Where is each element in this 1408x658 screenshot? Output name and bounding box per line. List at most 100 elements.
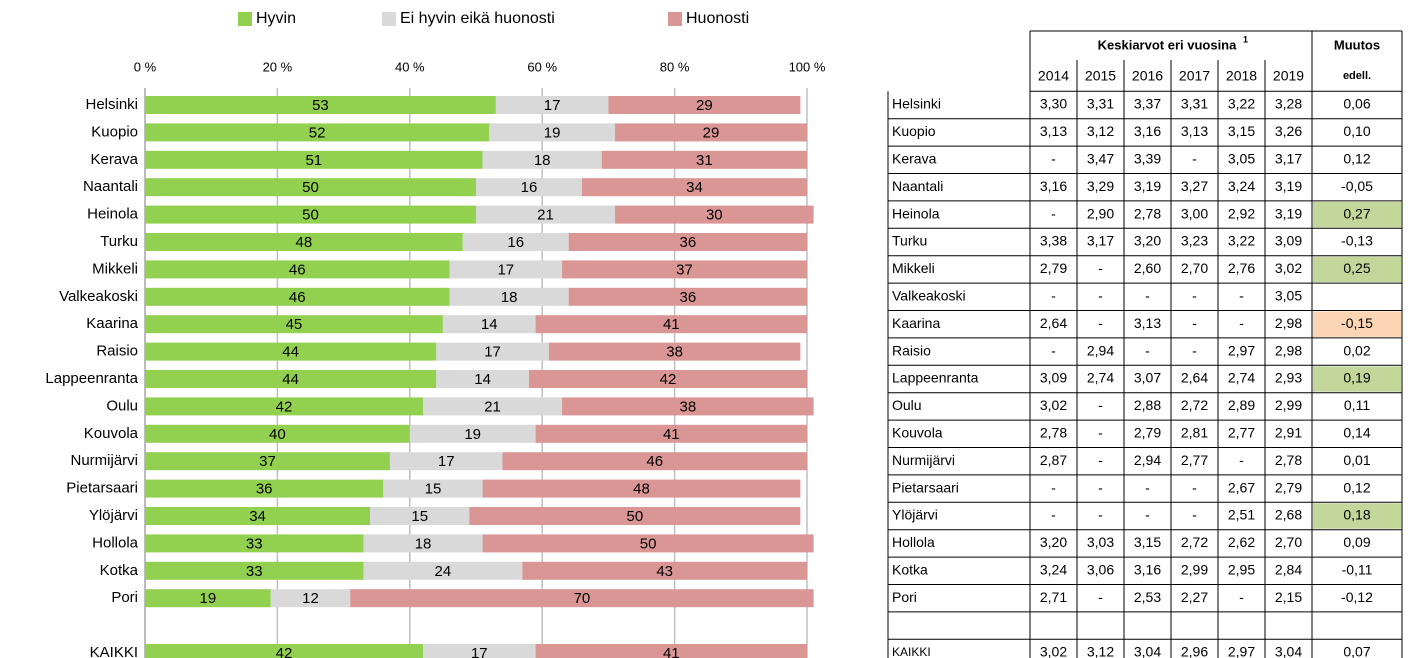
cell-value: -	[1145, 507, 1150, 523]
data-label: 19	[200, 590, 217, 607]
cell-value: 3,29	[1087, 178, 1114, 194]
bar-segment	[270, 589, 351, 608]
cell-value: 2,98	[1275, 315, 1302, 331]
data-label: 41	[663, 316, 680, 333]
cell-value: -	[1051, 479, 1056, 495]
cell-value: 2,91	[1275, 425, 1302, 441]
data-label: 17	[484, 344, 501, 361]
data-label: 52	[309, 124, 326, 141]
cell-value: 3,37	[1134, 96, 1161, 112]
bar-segment	[145, 315, 443, 334]
bar-segment	[436, 342, 549, 361]
bar-segment	[535, 424, 807, 443]
cell-value: 3,19	[1275, 205, 1302, 221]
cell-value: -	[1051, 151, 1056, 167]
category-label: Valkeakoski	[59, 288, 138, 305]
row-name: Turku	[892, 233, 927, 249]
data-label: 46	[289, 261, 306, 278]
data-label: 50	[302, 179, 319, 196]
data-label: 14	[474, 371, 491, 388]
bar-segment	[363, 561, 523, 580]
cell-value: 2,77	[1228, 425, 1255, 441]
cell-change: 0,01	[1343, 452, 1370, 468]
category-label: Kerava	[90, 151, 138, 168]
bar-segment	[145, 233, 463, 251]
cell-value: 2,15	[1275, 589, 1302, 605]
data-label: 18	[501, 289, 518, 306]
data-label: 50	[627, 508, 644, 525]
data-label: 37	[259, 453, 276, 470]
row-name: Ylöjärvi	[892, 507, 938, 523]
cell-value: 2,74	[1228, 370, 1255, 386]
cell-value: -	[1239, 315, 1244, 331]
cell-value: 2,78	[1134, 205, 1161, 221]
data-label: 14	[481, 316, 498, 333]
data-label: 19	[464, 426, 481, 443]
cell-value: 2,70	[1181, 260, 1208, 276]
cell-value: -	[1051, 205, 1056, 221]
cell-value: 3,13	[1181, 123, 1208, 139]
cell-change: 0,06	[1343, 96, 1370, 112]
change-highlight	[1313, 256, 1401, 283]
x-tick-label: 20 %	[263, 59, 293, 74]
data-label: 17	[544, 97, 561, 114]
row-name: Raisio	[892, 342, 931, 358]
cell-change: 0,12	[1343, 479, 1370, 495]
cell-change: -0,12	[1341, 589, 1373, 605]
bar-segment	[489, 123, 616, 142]
cell-change: 0,19	[1343, 370, 1370, 386]
bar-segment	[449, 260, 563, 279]
cell-value: 2,78	[1275, 452, 1302, 468]
cell-value: 2,99	[1275, 397, 1302, 413]
cell-value: 2,99	[1181, 562, 1208, 578]
cell-value: 2,93	[1275, 370, 1302, 386]
cell-value: 2,94	[1087, 342, 1114, 358]
cell-value: -	[1098, 589, 1103, 605]
cell-value: 3,23	[1181, 233, 1208, 249]
row-name: Pori	[892, 589, 917, 605]
cell-value: 2,89	[1228, 397, 1255, 413]
bar-segment	[145, 424, 410, 443]
cell-value: 2,53	[1134, 589, 1161, 605]
cell-value: -	[1192, 288, 1197, 304]
category-label: Hollola	[92, 534, 139, 551]
data-label: 33	[246, 563, 263, 580]
bar-segment	[145, 287, 450, 306]
bar-segment	[145, 644, 424, 658]
cell-change: -0,05	[1341, 178, 1373, 194]
cell-value: 2,78	[1040, 425, 1067, 441]
bar-segment	[562, 260, 807, 279]
cell-value: 2,74	[1087, 370, 1114, 386]
legend-swatch	[382, 12, 396, 26]
cell-change: 0,10	[1343, 123, 1370, 139]
category-label: Kouvola	[84, 425, 139, 442]
data-label: 29	[703, 124, 720, 141]
cell-value: 3,04	[1275, 644, 1302, 658]
cell-value: 3,02	[1275, 260, 1302, 276]
cell-value: -	[1145, 288, 1150, 304]
category-label: Naantali	[83, 178, 138, 195]
cell-value: -	[1051, 507, 1056, 523]
cell-change: 0,02	[1343, 342, 1370, 358]
bar-segment	[482, 479, 801, 498]
cell-change: -0,13	[1341, 233, 1373, 249]
cell-value: -	[1098, 425, 1103, 441]
year-header: 2016	[1132, 68, 1163, 84]
cell-value: 2,97	[1228, 342, 1255, 358]
cell-value: 3,26	[1275, 123, 1302, 139]
bar-segment	[482, 150, 602, 169]
cell-value: -	[1145, 342, 1150, 358]
data-label: 48	[296, 234, 313, 251]
x-tick-label: 80 %	[660, 59, 690, 74]
x-tick-label: 100 %	[789, 59, 826, 74]
bar-segment	[601, 150, 807, 169]
cell-value: 3,06	[1087, 562, 1114, 578]
category-label: Oulu	[106, 397, 138, 414]
cell-value: 2,70	[1275, 534, 1302, 550]
data-label: 36	[679, 289, 696, 306]
row-name: Pietarsaari	[892, 479, 959, 495]
bar-segment	[145, 370, 437, 388]
row-name: Valkeakoski	[892, 288, 966, 304]
x-tick-label: 60 %	[527, 59, 557, 74]
cell-change: 0,25	[1343, 260, 1370, 276]
